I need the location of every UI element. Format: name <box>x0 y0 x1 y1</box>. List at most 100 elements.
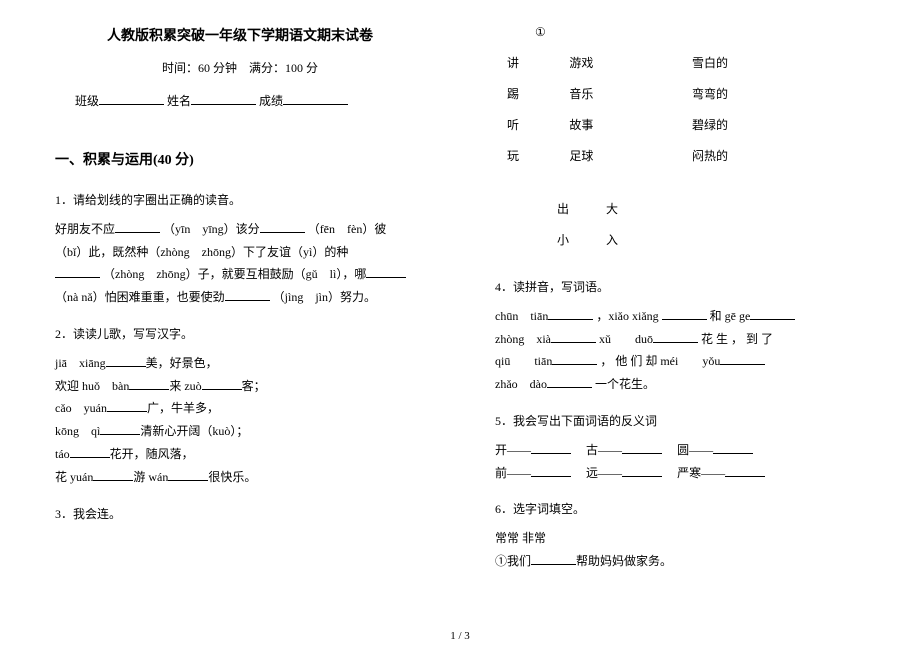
blank[interactable] <box>552 352 597 365</box>
t: 花 生 ， 到 了 <box>701 332 773 346</box>
t: zhòng xià <box>495 332 551 346</box>
cell: 音乐 <box>569 79 690 108</box>
blank[interactable] <box>100 422 140 435</box>
blank[interactable] <box>653 330 698 343</box>
t: 清新心开阔（kuò）； <box>140 424 248 438</box>
t: 古—— <box>586 443 622 457</box>
blank[interactable] <box>622 464 662 477</box>
pair-table: 出 大 小 入 <box>555 192 655 256</box>
table-row: 出 大 <box>557 194 653 223</box>
blank[interactable] <box>168 468 208 481</box>
t: 帮助妈妈做家务。 <box>576 554 672 568</box>
t: 开—— <box>495 443 531 457</box>
blank[interactable] <box>225 288 270 301</box>
t: 游 wán <box>133 470 168 484</box>
page-number: 1 / 3 <box>0 630 920 642</box>
table-row: 玩 足球 闷热的 <box>507 141 873 170</box>
cell: 足球 <box>569 141 690 170</box>
cell: 弯弯的 <box>692 79 873 108</box>
blank[interactable] <box>115 220 160 233</box>
q5: 5．我会写出下面词语的反义词 开—— 古—— 圆—— 前—— 远—— 严寒—— <box>495 410 865 484</box>
class-blank[interactable] <box>99 92 164 105</box>
t: chūn tiān <box>495 309 548 323</box>
q3-title: 3．我会连。 <box>55 503 425 526</box>
blank[interactable] <box>547 375 592 388</box>
cell: 出 <box>557 194 604 223</box>
cell: 碧绿的 <box>692 110 873 139</box>
t: xǔ duō <box>599 332 653 346</box>
t: 花 yuán <box>55 470 93 484</box>
t: （jìng jìn）努力。 <box>273 290 376 304</box>
t: 前—— <box>495 466 531 480</box>
t: 来 zuò <box>169 379 201 393</box>
cell: 雪白的 <box>692 48 873 77</box>
q1-body: 好朋友不应 （yīn yīng）该分 （fēn fèn）彼 （bǐ）此，既然种（… <box>55 218 425 309</box>
q5-title: 5．我会写出下面词语的反义词 <box>495 410 865 433</box>
blank[interactable] <box>551 330 596 343</box>
cell: 听 <box>507 110 567 139</box>
score-label: 成绩 <box>259 94 283 108</box>
table-row: 踢 音乐 弯弯的 <box>507 79 873 108</box>
t: kōng qì <box>55 424 100 438</box>
class-label: 班级 <box>75 94 99 108</box>
cell: 故事 <box>569 110 690 139</box>
blank[interactable] <box>260 220 305 233</box>
blank[interactable] <box>750 307 795 320</box>
match-table: 讲 游戏 雪白的 踢 音乐 弯弯的 听 故事 碧绿的 玩 足球 闷热的 <box>505 46 875 172</box>
t: （bǐ）此，既然种（zhòng zhōng）下了友谊（yì）的种 <box>55 245 348 259</box>
q6-title: 6．选字词填空。 <box>495 498 865 521</box>
blank[interactable] <box>548 307 593 320</box>
cell: 大 <box>606 194 653 223</box>
blank[interactable] <box>622 441 662 454</box>
cell: 游戏 <box>569 48 690 77</box>
blank[interactable] <box>725 464 765 477</box>
blank[interactable] <box>531 552 576 565</box>
blank[interactable] <box>55 265 100 278</box>
cell: 讲 <box>507 48 567 77</box>
t: jiā xiāng <box>55 356 106 370</box>
blank[interactable] <box>129 377 169 390</box>
blank[interactable] <box>713 441 753 454</box>
cell: 踢 <box>507 79 567 108</box>
t: 常常 非常 <box>495 531 546 545</box>
t: ，xiǎo xiǎng <box>596 309 658 323</box>
blank[interactable] <box>70 445 110 458</box>
blank[interactable] <box>531 441 571 454</box>
cell: 闷热的 <box>692 141 873 170</box>
table-row: 小 入 <box>557 225 653 254</box>
cell: 小 <box>557 225 604 254</box>
t: ， 他 们 却 méi yǒu <box>600 354 720 368</box>
name-blank[interactable] <box>191 92 256 105</box>
q6: 6．选字词填空。 常常 非常 ①我们 帮助妈妈做家务。 <box>495 498 865 572</box>
table-row: 听 故事 碧绿的 <box>507 110 873 139</box>
q1: 1．请给划线的字圈出正确的读音。 好朋友不应 （yīn yīng）该分 （fēn… <box>55 189 425 309</box>
blank[interactable] <box>107 399 147 412</box>
q4-title: 4．读拼音，写词语。 <box>495 276 865 299</box>
blank[interactable] <box>720 352 765 365</box>
t: （fēn fèn）彼 <box>308 222 387 236</box>
t: qiū tiān <box>495 354 552 368</box>
t: 严寒—— <box>677 466 725 480</box>
blank[interactable] <box>106 354 146 367</box>
t: 广，牛羊多， <box>147 401 219 415</box>
blank[interactable] <box>366 265 406 278</box>
t: táo <box>55 447 70 461</box>
q5-body: 开—— 古—— 圆—— 前—— 远—— 严寒—— <box>495 439 865 485</box>
q6-body: 常常 非常 ①我们 帮助妈妈做家务。 <box>495 527 865 573</box>
score-blank[interactable] <box>283 92 348 105</box>
t: 欢迎 huǒ bàn <box>55 379 129 393</box>
blank[interactable] <box>202 377 242 390</box>
table-row: 讲 游戏 雪白的 <box>507 48 873 77</box>
t: 美，好景色， <box>146 356 218 370</box>
blank[interactable] <box>662 307 707 320</box>
blank[interactable] <box>93 468 133 481</box>
q2-body: jiā xiāng美，好景色， 欢迎 huǒ bàn来 zuò客； cǎo yu… <box>55 352 425 489</box>
q3: 3．我会连。 <box>55 503 425 526</box>
t: 花开，随风落， <box>110 447 194 461</box>
q4-body: chūn tiān ，xiǎo xiǎng 和 gē ge zhòng xià … <box>495 305 865 396</box>
t: zhǎo dào <box>495 377 547 391</box>
t: 远—— <box>586 466 622 480</box>
t: （nà nǎ）怕困难重重，也要使劲 <box>55 290 225 304</box>
t: ①我们 <box>495 554 531 568</box>
blank[interactable] <box>531 464 571 477</box>
